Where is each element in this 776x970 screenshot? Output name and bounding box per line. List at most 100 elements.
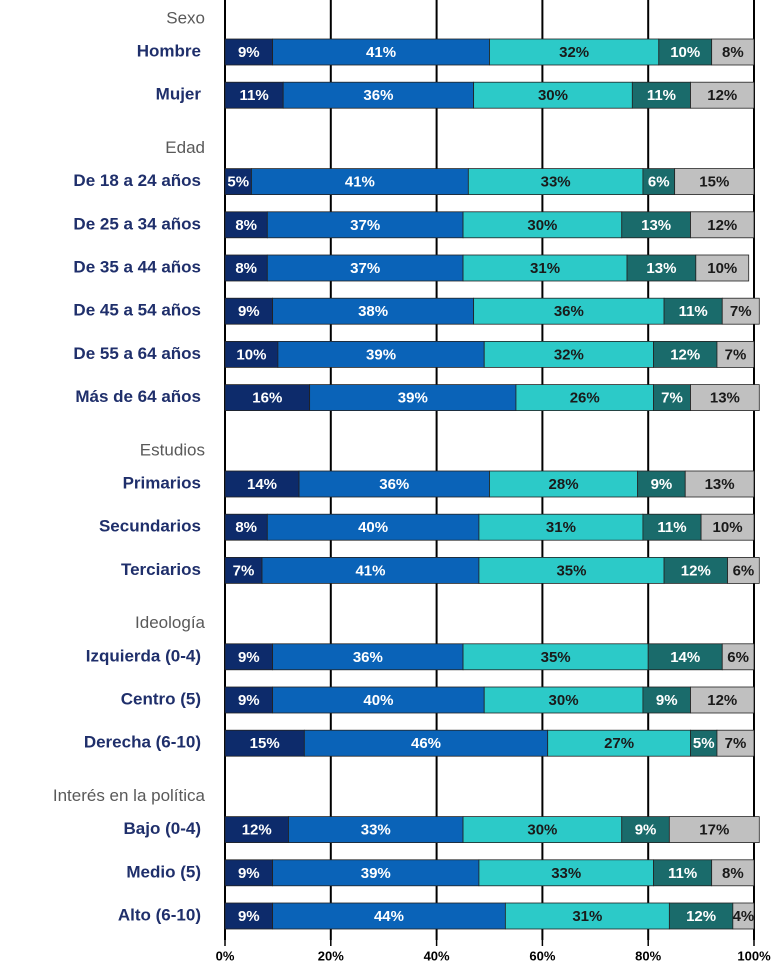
category-label: De 25 a 34 años — [73, 214, 201, 233]
category-label: Más de 64 años — [75, 387, 201, 406]
value-label: 9% — [238, 692, 260, 709]
value-label: 12% — [707, 692, 737, 709]
category-label: Mujer — [156, 85, 202, 104]
bar-segment — [266, 254, 464, 282]
bar-segment — [721, 297, 760, 325]
bar-segment — [224, 168, 252, 196]
value-label: 9% — [238, 44, 260, 61]
bar-segment — [504, 902, 670, 930]
group-label: Ideología — [135, 613, 205, 632]
bars — [224, 38, 760, 930]
bar-segment — [489, 470, 639, 498]
value-label: 11% — [679, 303, 708, 320]
value-label: 30% — [549, 692, 579, 709]
value-label: 38% — [358, 303, 388, 320]
value-label: 9% — [635, 822, 657, 839]
value-label: 9% — [238, 908, 260, 925]
bar-segment — [272, 38, 490, 66]
bar-segment — [462, 816, 623, 843]
value-label: 14% — [247, 476, 277, 493]
value-label: 30% — [527, 217, 557, 234]
value-label: 36% — [554, 303, 584, 320]
bar-segment — [647, 643, 723, 671]
bar-segment — [224, 81, 284, 109]
value-label: 8% — [722, 865, 744, 882]
value-label: 33% — [541, 174, 571, 191]
value-label: 12% — [670, 346, 700, 363]
value-label: 9% — [238, 303, 260, 320]
category-label: Derecha (6-10) — [84, 733, 201, 752]
value-label: 5% — [693, 735, 715, 752]
bar-segment — [483, 340, 654, 368]
category-label: De 55 a 64 años — [73, 344, 201, 363]
value-label: 5% — [227, 174, 249, 191]
bar-segment — [277, 340, 485, 368]
value-label: 8% — [235, 519, 257, 536]
value-label: 31% — [572, 908, 602, 925]
value-label: 28% — [549, 476, 579, 493]
value-label: 11% — [657, 519, 686, 536]
bar-segment — [727, 557, 760, 584]
bar-segment — [690, 81, 755, 109]
bar-segment — [631, 81, 691, 109]
value-label: 39% — [361, 865, 391, 882]
bar-segment — [478, 557, 665, 584]
bar-segment — [266, 211, 464, 239]
bar-segment — [653, 859, 713, 887]
bar-segment — [224, 384, 311, 412]
value-label: 8% — [722, 44, 744, 61]
bar-segment — [224, 859, 274, 887]
value-label: 11% — [668, 865, 697, 882]
value-label: 39% — [398, 390, 428, 407]
category-label: Alto (6-10) — [118, 905, 201, 924]
value-label: 31% — [546, 519, 576, 536]
bar-segment — [653, 384, 691, 412]
value-label: 6% — [648, 174, 670, 191]
value-label: 13% — [710, 390, 740, 407]
bar-segment — [309, 384, 517, 412]
bar-segment — [224, 340, 279, 368]
bar-segment — [700, 513, 755, 541]
bar-segment — [462, 211, 623, 239]
bar-segment — [716, 340, 755, 368]
bar-segment — [695, 254, 750, 282]
bar-segment — [690, 686, 755, 714]
bar-segment — [224, 643, 274, 671]
bar-segment — [303, 729, 549, 757]
value-label: 12% — [681, 562, 711, 579]
bar-segment — [272, 902, 506, 930]
value-label: 6% — [733, 562, 755, 579]
group-label: Interés en la política — [53, 786, 206, 805]
value-label: 8% — [235, 260, 257, 277]
x-tick-label: 60% — [529, 948, 555, 963]
value-label: 31% — [530, 260, 560, 277]
value-label: 33% — [551, 865, 581, 882]
bar-segment — [711, 859, 755, 887]
value-label: 32% — [554, 346, 584, 363]
bar-segment — [298, 470, 490, 498]
bar-segment — [224, 902, 274, 930]
bar-segment — [642, 168, 676, 196]
value-label: 36% — [353, 649, 383, 666]
value-label: 26% — [570, 390, 600, 407]
value-label: 10% — [713, 519, 743, 536]
bar-segment — [674, 168, 755, 196]
value-label: 7% — [233, 562, 255, 579]
value-label: 15% — [699, 174, 729, 191]
value-label: 12% — [242, 822, 272, 839]
bar-segment — [642, 686, 691, 714]
value-label: 15% — [250, 735, 280, 752]
group-label: Edad — [165, 138, 205, 157]
value-label: 27% — [604, 735, 634, 752]
group-label: Estudios — [140, 440, 205, 459]
value-label: 10% — [707, 260, 737, 277]
x-tick-label: 20% — [318, 948, 344, 963]
bar-segment — [653, 340, 718, 368]
category-label: De 18 a 24 años — [73, 171, 201, 190]
value-label: 13% — [641, 217, 671, 234]
value-label: 41% — [345, 174, 375, 191]
bar-segment — [668, 902, 734, 930]
category-label: Primarios — [123, 473, 201, 492]
bar-segment — [690, 729, 718, 757]
